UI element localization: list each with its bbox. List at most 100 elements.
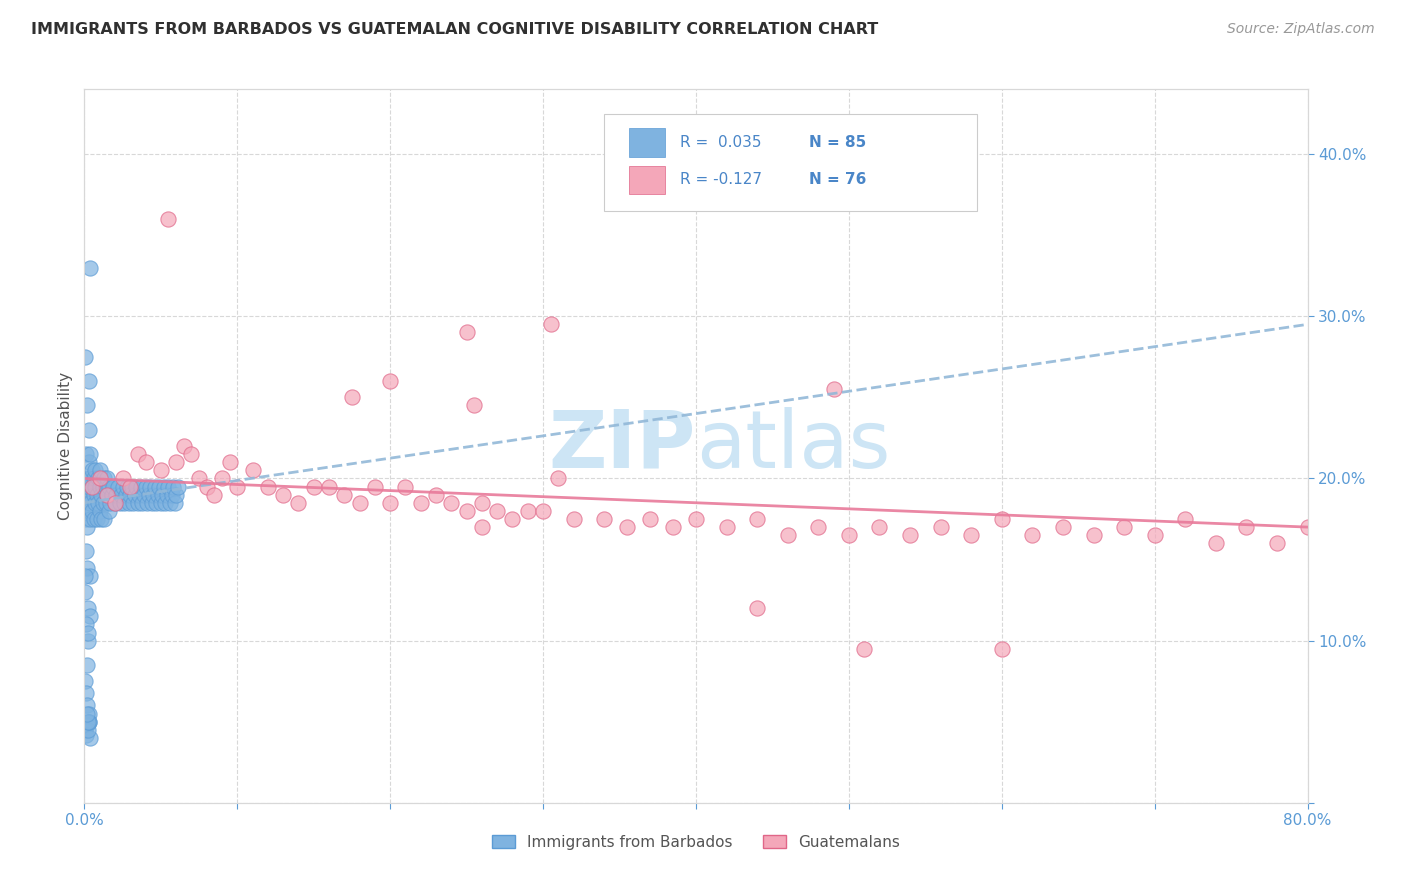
- Text: atlas: atlas: [696, 407, 890, 485]
- Point: [662, 520, 685, 534]
- Point: [87, 496, 110, 510]
- Point: [86, 488, 108, 502]
- Point: [93, 512, 115, 526]
- Point: [83, 512, 105, 526]
- Point: [104, 496, 127, 510]
- Point: [79, 447, 101, 461]
- Point: [823, 382, 845, 396]
- Point: [218, 455, 240, 469]
- Point: [135, 455, 157, 469]
- Point: [1143, 528, 1166, 542]
- Point: [180, 447, 202, 461]
- Point: [77, 714, 100, 729]
- Point: [75, 685, 97, 699]
- Point: [79, 496, 101, 510]
- Point: [166, 479, 188, 493]
- Text: Source: ZipAtlas.com: Source: ZipAtlas.com: [1227, 22, 1375, 37]
- Point: [991, 641, 1014, 656]
- Point: [103, 479, 125, 493]
- Point: [156, 488, 179, 502]
- Bar: [628, 166, 665, 194]
- Point: [129, 479, 152, 493]
- Point: [1083, 528, 1105, 542]
- Point: [76, 657, 98, 672]
- Point: [108, 496, 131, 510]
- Point: [111, 479, 134, 493]
- Point: [76, 471, 98, 485]
- Point: [163, 496, 186, 510]
- Point: [73, 723, 96, 737]
- Point: [139, 479, 162, 493]
- Point: [96, 488, 118, 502]
- Point: [838, 528, 860, 542]
- Point: [93, 471, 115, 485]
- Point: [120, 488, 142, 502]
- Point: [118, 496, 141, 510]
- Point: [138, 488, 160, 502]
- Point: [685, 512, 707, 526]
- Point: [173, 439, 195, 453]
- Point: [776, 528, 799, 542]
- Point: [425, 488, 447, 502]
- Point: [143, 479, 166, 493]
- Point: [115, 479, 138, 493]
- Point: [104, 496, 127, 510]
- Point: [394, 479, 416, 493]
- Point: [340, 390, 363, 404]
- Point: [114, 488, 136, 502]
- Point: [79, 568, 101, 582]
- FancyBboxPatch shape: [605, 114, 977, 211]
- Point: [1236, 520, 1258, 534]
- Point: [211, 471, 233, 485]
- Point: [135, 479, 157, 493]
- Point: [125, 479, 148, 493]
- Point: [141, 496, 163, 510]
- Point: [97, 479, 120, 493]
- Legend: Immigrants from Barbados, Guatemalans: Immigrants from Barbados, Guatemalans: [485, 829, 907, 855]
- Point: [75, 512, 97, 526]
- Point: [76, 488, 98, 502]
- Text: ZIP: ZIP: [548, 407, 696, 485]
- Point: [79, 260, 101, 275]
- Point: [242, 463, 264, 477]
- Point: [149, 496, 172, 510]
- Point: [318, 479, 340, 493]
- Point: [120, 479, 142, 493]
- Point: [77, 601, 100, 615]
- Point: [98, 496, 121, 510]
- Point: [747, 512, 769, 526]
- Point: [302, 479, 325, 493]
- Point: [75, 479, 97, 493]
- Point: [142, 488, 165, 502]
- Point: [1021, 528, 1043, 542]
- Point: [516, 504, 538, 518]
- Point: [898, 528, 921, 542]
- Point: [75, 568, 97, 582]
- Point: [105, 488, 128, 502]
- Point: [73, 674, 96, 689]
- Point: [145, 496, 167, 510]
- Point: [333, 488, 356, 502]
- Point: [409, 496, 432, 510]
- Point: [136, 496, 159, 510]
- Point: [76, 520, 98, 534]
- Point: [471, 496, 494, 510]
- Point: [83, 471, 105, 485]
- Point: [97, 504, 120, 518]
- Point: [75, 617, 97, 632]
- Point: [76, 698, 98, 713]
- Text: IMMIGRANTS FROM BARBADOS VS GUATEMALAN COGNITIVE DISABILITY CORRELATION CHART: IMMIGRANTS FROM BARBADOS VS GUATEMALAN C…: [31, 22, 879, 37]
- Point: [547, 471, 569, 485]
- Point: [77, 714, 100, 729]
- Point: [471, 520, 494, 534]
- Point: [94, 496, 117, 510]
- Point: [148, 479, 170, 493]
- Point: [380, 496, 402, 510]
- Point: [257, 479, 280, 493]
- Point: [747, 601, 769, 615]
- Point: [531, 504, 554, 518]
- Point: [128, 488, 150, 502]
- Point: [79, 471, 101, 485]
- Point: [188, 471, 211, 485]
- Point: [76, 633, 98, 648]
